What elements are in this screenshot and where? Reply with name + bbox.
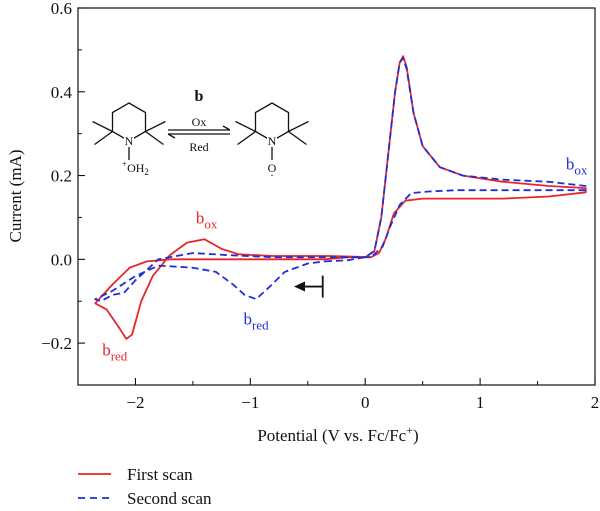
- legend-label-second-scan: Second scan: [127, 489, 212, 508]
- nitrogen-label: N: [125, 134, 134, 148]
- molecule-hydroxylammonium: N +OH2: [92, 102, 166, 177]
- methyl-bond: [145, 120, 166, 133]
- y-axis-title: Current (mA): [6, 149, 25, 242]
- oxidation-label: Ox: [192, 115, 207, 129]
- radical-dot: ·: [270, 168, 274, 182]
- oxygen-radical-label: O: [268, 161, 277, 175]
- n-label-bg: [267, 135, 277, 147]
- axis-ticks: −2 −1 0 1 2 −0.2 0.0 0.2 0.4 0.6: [41, 0, 599, 412]
- compound-label: b: [195, 88, 204, 105]
- methyl-bond: [288, 130, 307, 146]
- peak-label-b-ox: box: [196, 209, 218, 232]
- y-tick-label: 0.2: [51, 167, 72, 186]
- x-tick-label: −2: [126, 393, 144, 412]
- x-tick-label: 0: [361, 393, 370, 412]
- x-tick-label: −1: [241, 393, 259, 412]
- x-tick-label: 2: [591, 393, 600, 412]
- y-tick-label: 0.4: [51, 83, 73, 102]
- methyl-bond: [235, 120, 256, 133]
- plot-frame: [77, 7, 596, 386]
- x-tick-label: 1: [476, 393, 485, 412]
- series-second-scan: [94, 57, 587, 303]
- methyl-bond: [288, 120, 309, 133]
- forward-arrow-head: [222, 125, 231, 131]
- y-tick-label: 0.0: [51, 250, 72, 269]
- nitrogen-label: N: [268, 134, 277, 148]
- y-tick-label: 0.6: [51, 0, 72, 18]
- methyl-bond: [94, 130, 113, 146]
- methyl-bond: [237, 130, 256, 146]
- legend-label-first-scan: First scan: [127, 465, 193, 484]
- legend: First scan Second scan: [78, 465, 212, 508]
- reduction-label: Red: [189, 140, 208, 154]
- peak-label-b-red: bred: [244, 309, 270, 332]
- oh2-substituent-label: +OH2: [122, 159, 149, 177]
- series-layer: [94, 55, 587, 340]
- reverse-arrow-head: [167, 133, 176, 139]
- methyl-bond: [92, 120, 113, 133]
- methyl-bond: [145, 130, 164, 146]
- molecule-nitroxide: NO·: [235, 102, 309, 182]
- n-label-bg: [124, 135, 134, 147]
- x-axis-title: Potential (V vs. Fc/Fc+): [257, 423, 418, 445]
- peak-label-b-red: bred: [102, 341, 128, 364]
- y-tick-label: −0.2: [41, 334, 72, 353]
- plot-border: [77, 7, 596, 386]
- series-first-scan: [94, 55, 587, 340]
- scan-arrow-head: [293, 281, 305, 292]
- peak-annotations: box bred bred box: [102, 154, 588, 363]
- peak-label-b-ox: box: [566, 154, 588, 177]
